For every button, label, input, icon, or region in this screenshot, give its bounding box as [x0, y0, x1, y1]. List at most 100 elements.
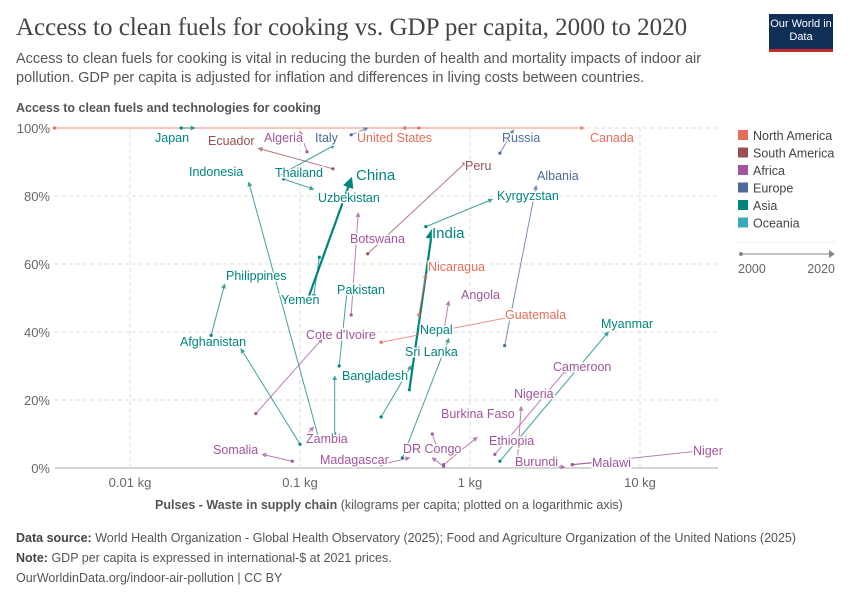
country-label[interactable]: India — [431, 224, 467, 244]
country-label[interactable]: Nepal — [419, 322, 455, 339]
country-label[interactable]: Albania — [536, 168, 581, 185]
legend-label[interactable]: Europe — [753, 182, 793, 196]
country-label[interactable]: Sri Lanka — [404, 344, 460, 361]
country-arrow[interactable] — [311, 257, 320, 299]
country-arrow[interactable] — [380, 456, 411, 466]
footer: Data source: World Health Organization -… — [16, 528, 796, 588]
country-arrow[interactable] — [499, 129, 514, 154]
country-label[interactable]: China — [355, 166, 398, 186]
country-label[interactable]: Russia — [501, 130, 542, 147]
country-arrow[interactable] — [350, 212, 361, 316]
footer-link[interactable]: OurWorldinData.org/indoor-air-pollution … — [16, 571, 283, 585]
country-label[interactable]: Myanmar — [600, 316, 655, 333]
x-tick-label: 10 kg — [624, 475, 656, 490]
country-label[interactable]: DR Congo — [402, 441, 463, 458]
country-label[interactable]: Somalia — [212, 442, 260, 459]
country-label[interactable]: Madagascar — [319, 452, 391, 469]
y-tick-label: 40% — [24, 325, 50, 340]
country-label[interactable]: Thailand — [274, 165, 325, 182]
legend-label[interactable]: North America — [753, 129, 832, 143]
country-label[interactable]: Zambia — [305, 431, 350, 448]
country-label[interactable]: Indonesia — [188, 164, 245, 181]
country-arrow[interactable] — [283, 178, 315, 191]
country-arrow[interactable] — [380, 365, 412, 418]
country-label[interactable]: Kyrgyzstan — [496, 188, 561, 205]
country-arrow[interactable] — [431, 457, 444, 467]
country-label[interactable]: Italy — [314, 130, 341, 147]
country-arrow[interactable] — [418, 273, 428, 316]
country-label[interactable]: Algeria — [263, 130, 305, 147]
country-label[interactable]: Yemen — [280, 292, 322, 309]
country-arrow[interactable] — [572, 448, 700, 466]
country-arrow[interactable] — [516, 405, 524, 462]
country-arrow[interactable] — [494, 368, 568, 455]
legend-swatch[interactable] — [738, 147, 748, 158]
country-arrow[interactable] — [306, 426, 315, 435]
country-label[interactable]: Guatemala — [504, 307, 568, 324]
country-label[interactable]: Ethiopia — [488, 433, 536, 450]
country-arrow[interactable] — [408, 227, 437, 390]
country-label[interactable]: Afghanistan — [179, 334, 248, 351]
legend-label[interactable]: Asia — [753, 199, 777, 213]
country-label[interactable]: Cote d'Ivoire — [305, 327, 378, 344]
country-arrow[interactable] — [255, 338, 323, 414]
country-label[interactable]: Peru — [464, 158, 493, 175]
country-label[interactable]: Canada — [589, 130, 636, 147]
legend-label[interactable]: Africa — [753, 164, 785, 178]
country-arrow[interactable] — [499, 331, 609, 462]
country-arrow[interactable] — [261, 452, 293, 462]
country-label[interactable]: Burkina Faso — [440, 406, 517, 423]
legend-swatch[interactable] — [738, 182, 748, 193]
country-label[interactable]: Japan — [154, 130, 191, 147]
chart-title: Access to clean fuels for cooking vs. GD… — [16, 14, 688, 41]
country-arrow[interactable] — [504, 184, 538, 346]
x-axis-label: Pulses - Waste in supply chain (kilogram… — [155, 498, 623, 512]
legend-swatch[interactable] — [738, 165, 748, 175]
country-arrow[interactable] — [443, 300, 451, 333]
country-arrow[interactable] — [210, 283, 226, 336]
country-label[interactable]: Nicaragua — [427, 259, 487, 276]
country-arrow[interactable] — [350, 127, 369, 136]
country-label[interactable]: Niger — [692, 443, 725, 460]
country-arrow[interactable] — [278, 144, 336, 177]
country-label[interactable]: Ecuador — [207, 133, 257, 150]
country-label[interactable]: Cameroon — [552, 359, 613, 376]
time-legend-arrowhead — [829, 250, 835, 258]
country-arrow[interactable] — [401, 337, 450, 458]
time-legend-start-label: 2000 — [738, 262, 766, 276]
country-arrow[interactable] — [381, 313, 523, 343]
country-arrow[interactable] — [443, 436, 478, 465]
owid-logo[interactable]: Our World in Data — [769, 14, 833, 52]
country-arrow[interactable] — [431, 433, 440, 452]
country-label[interactable]: Philippines — [225, 268, 288, 285]
legend-label[interactable]: South America — [753, 147, 834, 161]
start-point[interactable] — [179, 126, 183, 130]
country-arrow[interactable] — [545, 464, 566, 470]
start-point[interactable] — [209, 333, 213, 337]
country-arrow[interactable] — [247, 181, 320, 441]
country-arrow[interactable] — [425, 198, 494, 228]
country-label[interactable]: Bangladesh — [341, 368, 410, 385]
country-label[interactable]: Nigeria — [513, 386, 556, 403]
country-arrow[interactable] — [257, 147, 333, 170]
legend-swatch[interactable] — [738, 130, 748, 140]
source-text: World Health Organization - Global Healt… — [95, 531, 797, 545]
legend-swatch[interactable] — [738, 200, 748, 210]
country-arrow[interactable] — [298, 130, 308, 152]
note-text: GDP per capita is expressed in internati… — [51, 551, 392, 565]
country-label[interactable]: Malawi — [591, 455, 633, 472]
country-label[interactable]: Pakistan — [336, 282, 387, 299]
country-label[interactable]: Angola — [460, 287, 502, 304]
country-label[interactable]: Botswana — [349, 231, 407, 248]
x-tick-label: 1 kg — [458, 475, 483, 490]
country-arrow[interactable] — [338, 286, 350, 367]
country-arrow[interactable] — [306, 176, 354, 302]
country-arrow[interactable] — [367, 161, 467, 255]
country-label[interactable]: Burundi — [514, 454, 560, 471]
source-label: Data source: — [16, 531, 92, 545]
country-label[interactable]: Uzbekistan — [317, 190, 382, 207]
country-label[interactable]: United States — [356, 130, 434, 147]
legend-swatch[interactable] — [738, 217, 748, 228]
legend-label[interactable]: Oceania — [753, 217, 800, 231]
